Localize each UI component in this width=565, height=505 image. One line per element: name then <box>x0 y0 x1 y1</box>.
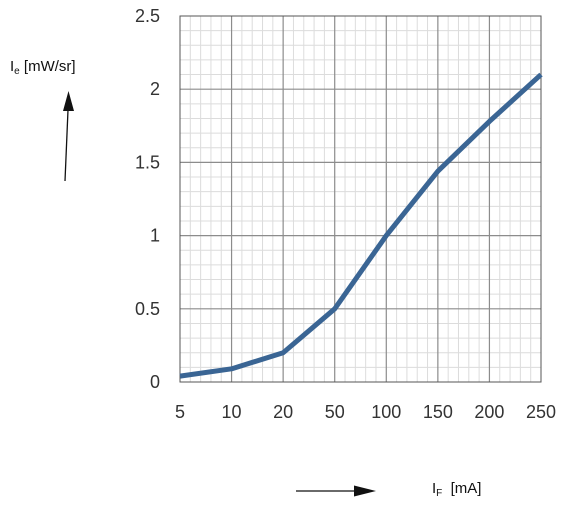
x-axis-ticks: 5 10 20 50 100 150 200 250 <box>175 402 556 422</box>
y-tick-label: 0 <box>150 372 160 392</box>
x-tick-label: 50 <box>325 402 345 422</box>
x-axis-label-unit: [mA] <box>450 480 482 497</box>
x-tick-label: 200 <box>474 402 504 422</box>
y-axis-arrow <box>63 91 74 182</box>
y-axis-label-subscript: e <box>14 66 20 77</box>
y-axis-ticks: 0 0.5 1 1.5 2 2.5 <box>135 6 160 392</box>
y-tick-label: 1.5 <box>135 152 160 172</box>
minor-grid <box>180 16 541 382</box>
x-axis-label: IF [mA] <box>432 480 481 499</box>
x-tick-label: 20 <box>273 402 293 422</box>
y-tick-label: 2.5 <box>135 6 160 26</box>
axis-arrows <box>63 91 376 497</box>
x-tick-label: 10 <box>222 402 242 422</box>
y-tick-label: 2 <box>150 79 160 99</box>
x-tick-label: 150 <box>423 402 453 422</box>
series-line <box>179 72 543 379</box>
major-grid <box>180 16 541 382</box>
x-tick-label: 5 <box>175 402 185 422</box>
x-axis-arrow <box>296 485 376 497</box>
plot-frame <box>179 15 542 383</box>
x-tick-label: 100 <box>371 402 401 422</box>
y-tick-label: 1 <box>150 226 160 246</box>
x-axis-label-symbol: I <box>432 480 437 497</box>
y-axis-label-symbol: I <box>10 58 15 75</box>
series-layer <box>179 72 543 379</box>
x-axis-label-subscript: F <box>436 488 443 499</box>
y-axis-label-unit: [mW/sr] <box>23 58 76 75</box>
y-tick-label: 0.5 <box>135 299 160 319</box>
x-tick-label: 250 <box>526 402 556 422</box>
y-axis-label: Ie [mW/sr] <box>10 58 76 77</box>
